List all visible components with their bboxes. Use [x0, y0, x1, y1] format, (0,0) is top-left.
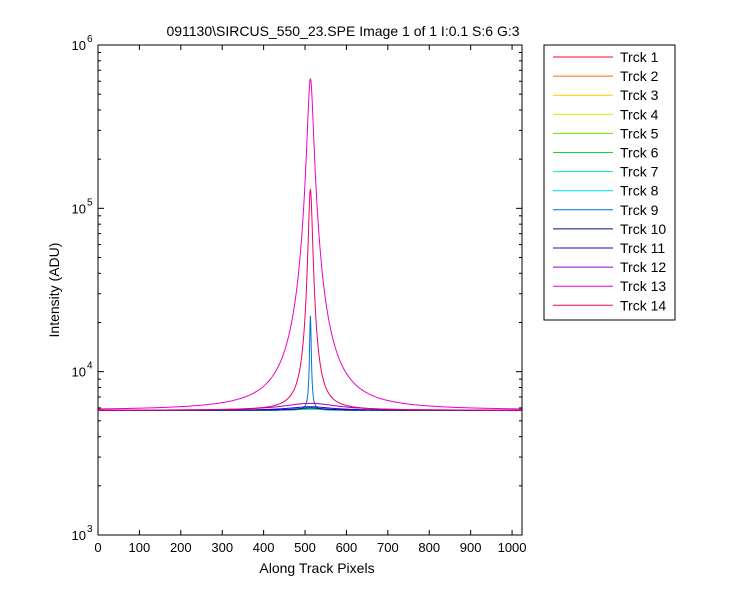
chart-title: 091130\SIRCUS_550_23.SPE Image 1 of 1 I:… [166, 23, 519, 39]
legend-label: Trck 9 [620, 202, 659, 218]
y-tick-exponent: 4 [87, 361, 93, 372]
legend-label: Trck 14 [620, 297, 666, 313]
y-tick-label: 10 [72, 38, 86, 53]
x-axis-ticks: 0 100 200 300 400 500 600 700 800 900 1000 [94, 45, 527, 555]
legend-label: Trck 2 [620, 68, 659, 84]
legend-label: Trck 7 [620, 164, 659, 180]
legend-label: Trck 3 [620, 87, 659, 103]
plot-area: 0 100 200 300 400 500 600 700 800 900 1000 10 310 41… [72, 34, 527, 555]
x-tick-label: 600 [336, 540, 358, 555]
legend-label: Trck 1 [620, 49, 659, 65]
x-tick-label: 200 [170, 540, 192, 555]
legend-label: Trck 4 [620, 106, 659, 122]
x-tick-label: 1000 [498, 540, 527, 555]
x-tick-label: 500 [294, 540, 316, 555]
x-tick-label: 800 [418, 540, 440, 555]
series-line-9 [98, 315, 522, 411]
x-tick-label: 400 [253, 540, 275, 555]
x-tick-label: 900 [460, 540, 482, 555]
y-tick-exponent: 6 [87, 34, 93, 45]
legend-label: Trck 6 [620, 145, 659, 161]
legend-label: Trck 8 [620, 183, 659, 199]
series-line-13 [97, 77, 523, 410]
x-tick-label: 700 [377, 540, 399, 555]
legend-label: Trck 12 [620, 259, 666, 275]
axes-frame [97, 44, 523, 536]
legend-label: Trck 5 [620, 125, 659, 141]
legend-box [543, 44, 676, 321]
legend: Trck 1 Trck 2 Trck 3 Trck 4 Trck 5 Trck 6 Trck… [543, 44, 676, 321]
legend-label: Trck 13 [620, 278, 666, 294]
y-tick-exponent: 5 [87, 197, 93, 208]
x-tick-label: 100 [129, 540, 151, 555]
legend-label: Trck 11 [620, 240, 665, 256]
x-tick-label: 0 [94, 540, 101, 555]
y-tick-exponent: 3 [87, 524, 93, 535]
x-axis-label: Along Track Pixels [259, 560, 374, 576]
series-layer [97, 77, 523, 411]
y-tick-label: 10 [72, 365, 86, 380]
y-tick-label: 10 [72, 528, 86, 543]
legend-label: Trck 10 [620, 221, 666, 237]
x-tick-label: 300 [211, 540, 233, 555]
y-tick-label: 10 [72, 201, 86, 216]
series-line-14 [98, 187, 522, 411]
y-axis-label: Intensity (ADU) [46, 243, 62, 338]
